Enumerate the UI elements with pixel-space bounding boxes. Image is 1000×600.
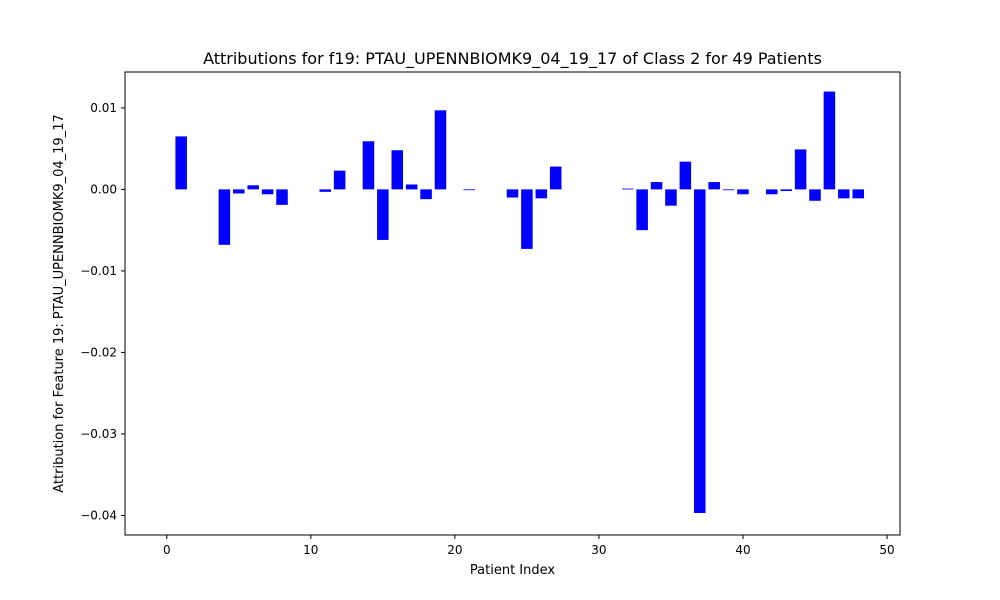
bar-patient-38 xyxy=(708,182,720,190)
bar-patient-35 xyxy=(665,189,677,206)
bar-patient-19 xyxy=(434,110,447,190)
bar-patient-15 xyxy=(377,189,389,240)
bar-patient-12 xyxy=(333,170,346,190)
bar-patient-8 xyxy=(276,189,288,205)
y-axis-label: Attribution for Feature 19: PTAU_UPENNBI… xyxy=(52,114,67,492)
bar-patient-17 xyxy=(405,184,418,190)
bar-patient-40 xyxy=(737,189,749,195)
x-tick-label: 10 xyxy=(303,543,318,557)
bar-patient-33 xyxy=(636,189,648,231)
plot-frame xyxy=(124,71,901,536)
bar-patient-46 xyxy=(823,91,836,190)
y-tick-label: 0.01 xyxy=(90,101,117,115)
bar-patient-26 xyxy=(535,189,548,199)
bar-patient-5 xyxy=(233,189,245,194)
y-tick-label: 0.00 xyxy=(90,182,117,196)
bar-patient-25 xyxy=(521,189,533,249)
bar-patient-45 xyxy=(809,189,821,201)
bar-patient-48 xyxy=(852,189,864,199)
bar-patient-36 xyxy=(679,161,692,190)
bar-patient-1 xyxy=(175,136,187,190)
x-tick-label: 50 xyxy=(879,543,894,557)
bar-patient-14 xyxy=(362,141,375,190)
y-tick-label: −0.02 xyxy=(80,345,117,359)
x-tick-label: 0 xyxy=(163,543,171,557)
bar-patient-24 xyxy=(506,189,519,198)
bar-patient-34 xyxy=(650,182,663,190)
x-tick-label: 40 xyxy=(735,543,750,557)
x-axis-label: Patient Index xyxy=(470,563,555,578)
bar-patient-37 xyxy=(694,189,706,513)
bar-patient-27 xyxy=(549,166,562,190)
y-tick-label: −0.01 xyxy=(80,264,117,278)
x-tick-label: 20 xyxy=(447,543,462,557)
bar-patient-42 xyxy=(766,189,778,195)
bars-group xyxy=(175,91,864,513)
x-tick-label: 30 xyxy=(591,543,606,557)
bar-patient-47 xyxy=(838,189,850,199)
bar-patient-39 xyxy=(722,189,735,191)
bar-patient-18 xyxy=(420,189,432,200)
bar-patient-32 xyxy=(621,188,634,190)
bar-patient-6 xyxy=(247,185,259,190)
bar-patient-11 xyxy=(319,189,331,192)
bar-patient-43 xyxy=(780,189,792,192)
chart-title: Attributions for f19: PTAU_UPENNBIOMK9_0… xyxy=(203,49,822,69)
bar-patient-4 xyxy=(218,189,231,245)
bar-patient-21 xyxy=(463,189,476,191)
bar-patient-44 xyxy=(794,149,807,190)
y-ticks-group: 0.01 0.00 −0.01 −0.02 −0.03 −0.04 xyxy=(80,101,125,522)
bar-patient-16 xyxy=(391,150,404,190)
y-tick-label: −0.04 xyxy=(80,508,117,522)
bar-patient-7 xyxy=(261,189,274,195)
x-ticks-group: 0 10 20 30 40 50 xyxy=(163,535,895,557)
y-tick-label: −0.03 xyxy=(80,427,117,441)
